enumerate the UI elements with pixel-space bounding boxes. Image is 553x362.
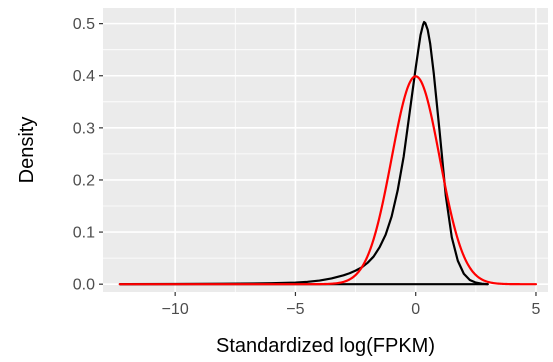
y-tick-label: 0.2 xyxy=(73,172,95,189)
y-tick-label: 0.4 xyxy=(73,68,95,85)
y-tick-label: 0.3 xyxy=(73,120,95,137)
density-line-2 xyxy=(118,75,538,286)
density-line-1 xyxy=(118,20,489,286)
y-tick-label: 0.1 xyxy=(73,225,95,242)
y-axis: 0.0 0.1 0.2 0.3 0.4 0.5 xyxy=(73,16,103,294)
plot-panel xyxy=(103,8,548,292)
series-layer xyxy=(118,20,538,286)
x-tick-label: 0 xyxy=(411,301,420,318)
y-tick-label: 0.5 xyxy=(73,16,95,33)
x-axis: −10 −5 0 5 xyxy=(162,292,541,318)
x-axis-title: Standardized log(FPKM) xyxy=(216,335,435,357)
y-axis-title: Density xyxy=(16,117,38,184)
x-tick-label: −5 xyxy=(286,301,304,318)
y-tick-label: 0.0 xyxy=(73,277,95,294)
x-tick-label: −10 xyxy=(162,301,189,318)
x-tick-label: 5 xyxy=(532,301,541,318)
grid-minor xyxy=(103,8,548,292)
